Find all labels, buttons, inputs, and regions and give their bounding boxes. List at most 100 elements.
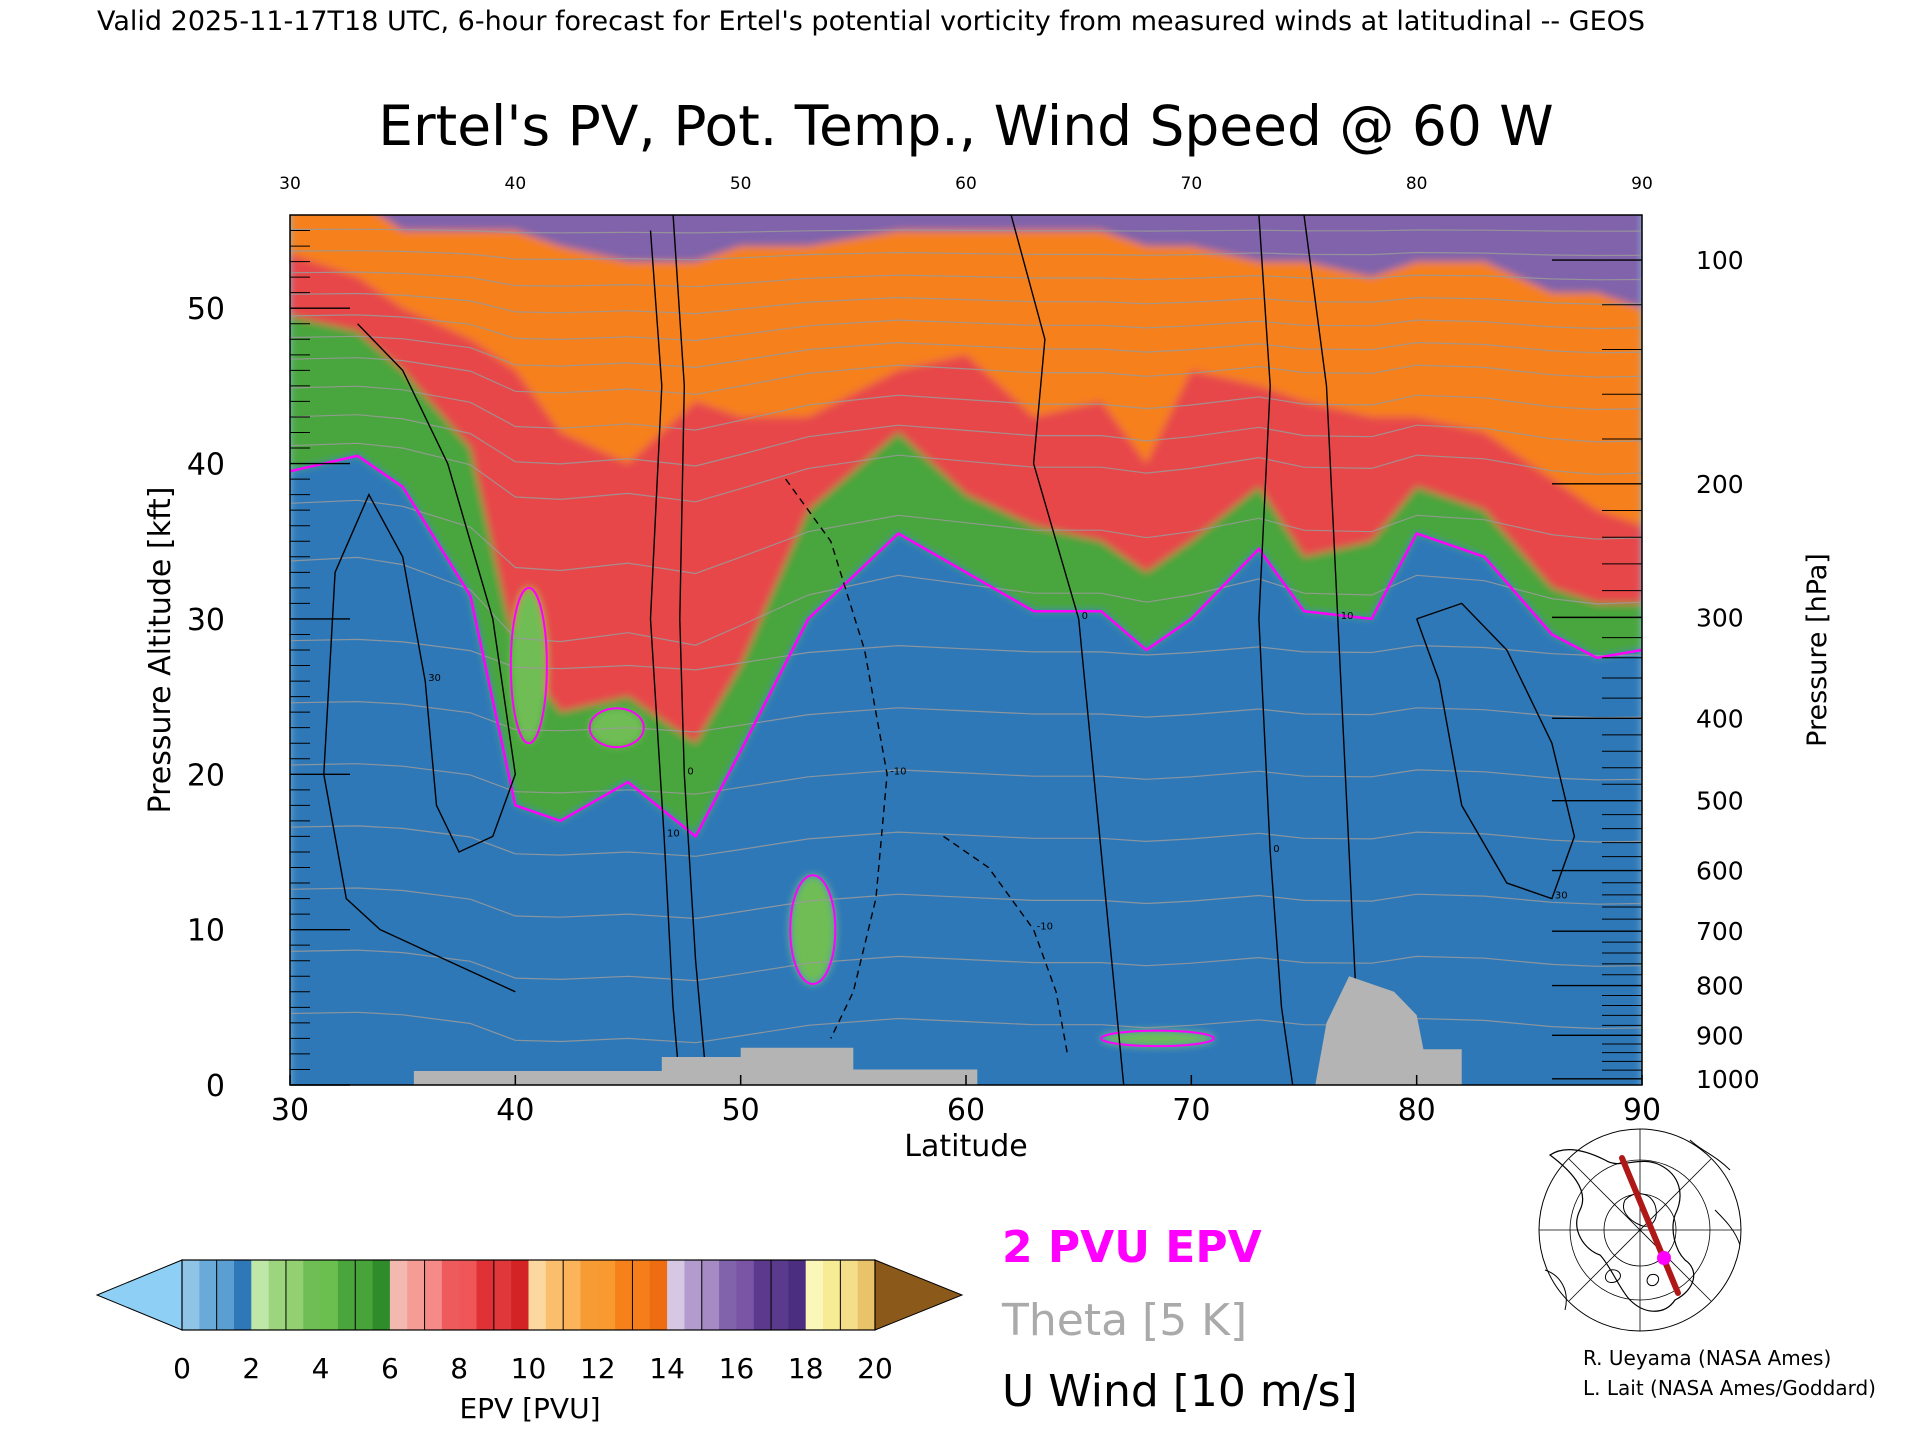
pv2-contour-patch <box>509 586 548 745</box>
u-wind-contours: 0 0 0 10 10 30 30 -10 -10 <box>323 215 1576 1085</box>
colorbar-segment <box>545 1260 564 1330</box>
epv-band-2-6 <box>290 316 1642 837</box>
x-top-tick-label: 70 <box>1181 174 1203 194</box>
colorbar-segment <box>337 1260 356 1330</box>
y-tick-label: 20 <box>187 758 225 793</box>
u-wind-contour-0 <box>672 215 708 1085</box>
theta-contour-line <box>290 385 1642 431</box>
colorbar-segment <box>389 1260 408 1330</box>
u-wind-contour-label: 30 <box>428 673 441 684</box>
colorbar-segment <box>719 1260 737 1330</box>
colorbar-segment <box>303 1260 322 1330</box>
colorbar-segment <box>563 1260 581 1330</box>
colorbar-over-arrow <box>874 1259 964 1331</box>
x-tick-label: 30 <box>271 1093 309 1128</box>
theta-contour-line <box>290 949 1642 982</box>
terrain-fill <box>290 976 1642 1085</box>
epv-band-6-10-inner <box>290 253 1642 744</box>
theta-contours <box>290 228 1642 1044</box>
colorbar-segment <box>493 1260 512 1330</box>
theta-contour-line <box>290 442 1642 503</box>
colorbar-segment <box>684 1260 703 1330</box>
colorbar-segment <box>216 1260 235 1330</box>
y-tick-label: 0 <box>206 1069 225 1104</box>
colorbar-segment <box>701 1260 720 1330</box>
colorbar-tick-label: 2 <box>242 1352 260 1385</box>
x-top-tick-label: 60 <box>955 174 977 194</box>
credit-line-2: L. Lait (NASA Ames/Goddard) <box>1583 1376 1876 1400</box>
colorbar-segment <box>355 1260 374 1330</box>
colorbar-segment <box>199 1260 218 1330</box>
u-wind-contour--10 <box>785 478 888 1039</box>
colorbar-segment <box>182 1260 200 1330</box>
y2-axis-label: Pressure [hPa] <box>1802 553 1833 747</box>
theta-contour-line <box>290 228 1642 234</box>
colorbar-tick-label: 0 <box>173 1352 191 1385</box>
pressure-tick-label: 500 <box>1696 787 1744 816</box>
colorbar-segment <box>580 1260 599 1330</box>
colorbar-segment <box>771 1260 789 1330</box>
x-axis-label: Latitude <box>904 1129 1027 1164</box>
x-tick-label: 40 <box>496 1093 534 1128</box>
pressure-tick-label: 700 <box>1696 917 1744 946</box>
colorbar-segment <box>233 1260 252 1330</box>
u-wind-contour-label: 10 <box>1341 611 1354 622</box>
u-wind-contour-label: 0 <box>1082 611 1088 622</box>
u-wind-contour-10 <box>649 230 681 1085</box>
u-wind-contour-label: 30 <box>1555 891 1568 902</box>
pressure-tick-label: 600 <box>1696 857 1744 886</box>
u-wind-contour-label: 0 <box>1273 844 1279 855</box>
colorbar-segment <box>320 1260 339 1330</box>
y-tick-label: 30 <box>187 603 225 638</box>
x-top-tick-label: 40 <box>505 174 527 194</box>
theta-contour-line <box>290 314 1642 342</box>
pv2-contour-patch <box>789 874 837 986</box>
epv-green-patch <box>510 587 547 744</box>
theta-contour-line <box>290 763 1642 795</box>
colorbar-tick-label: 8 <box>450 1352 468 1385</box>
pv2-contour-patch <box>1100 1029 1215 1048</box>
y-tick-label: 40 <box>187 448 225 483</box>
colorbar-segment <box>823 1260 841 1330</box>
colorbar-tick-label: 14 <box>649 1352 685 1385</box>
colorbar-segment <box>476 1260 495 1330</box>
x-top-tick-label: 30 <box>279 174 301 194</box>
y-tick-label: 50 <box>187 292 225 327</box>
legend-item-theta: Theta [5 K] <box>1001 1295 1247 1346</box>
legend: 2 PVU EPV Theta [5 K] U Wind [10 m/s] <box>1001 1222 1358 1417</box>
colorbar-segment <box>441 1260 460 1330</box>
x-tick-label: 90 <box>1623 1093 1661 1128</box>
colorbar-segment <box>372 1260 391 1330</box>
x-tick-label: 70 <box>1172 1093 1210 1128</box>
x-top-tick-label: 50 <box>730 174 752 194</box>
colorbar-under-arrow <box>95 1259 183 1331</box>
pressure-tick-label: 200 <box>1696 470 1744 499</box>
colorbar-tick-label: 20 <box>857 1352 893 1385</box>
pressure-tick-label: 1000 <box>1696 1065 1760 1094</box>
x-tick-label: 50 <box>722 1093 760 1128</box>
colorbar-segment <box>407 1260 426 1330</box>
u-wind-contour--10 <box>943 835 1069 1055</box>
theta-contour-line <box>290 1011 1642 1044</box>
chart-title: Ertel's PV, Pot. Temp., Wind Speed @ 60 … <box>378 94 1553 158</box>
legend-item-pv2: 2 PVU EPV <box>1002 1222 1262 1273</box>
colorbar-tick-label: 6 <box>381 1352 399 1385</box>
u-wind-contour-30 <box>1416 602 1576 900</box>
colorbar-segment <box>632 1260 651 1330</box>
theta-contour-line <box>290 638 1642 671</box>
colorbar-segment <box>753 1260 772 1330</box>
x-tick-label: 60 <box>947 1093 985 1128</box>
theta-contour-line <box>290 292 1642 315</box>
theta-contour-line <box>290 335 1642 369</box>
epv-green-patch <box>1101 1030 1214 1047</box>
colorbar-segment <box>788 1260 807 1330</box>
credit-line-1: R. Ueyama (NASA Ames) <box>1583 1346 1832 1370</box>
epv-field <box>290 215 1642 1085</box>
theta-contour-line <box>290 887 1642 920</box>
epv-band-10-14 <box>290 215 1642 526</box>
colorbar-segment <box>615 1260 633 1330</box>
credits: R. Ueyama (NASA Ames) L. Lait (NASA Ames… <box>1583 1343 1876 1403</box>
